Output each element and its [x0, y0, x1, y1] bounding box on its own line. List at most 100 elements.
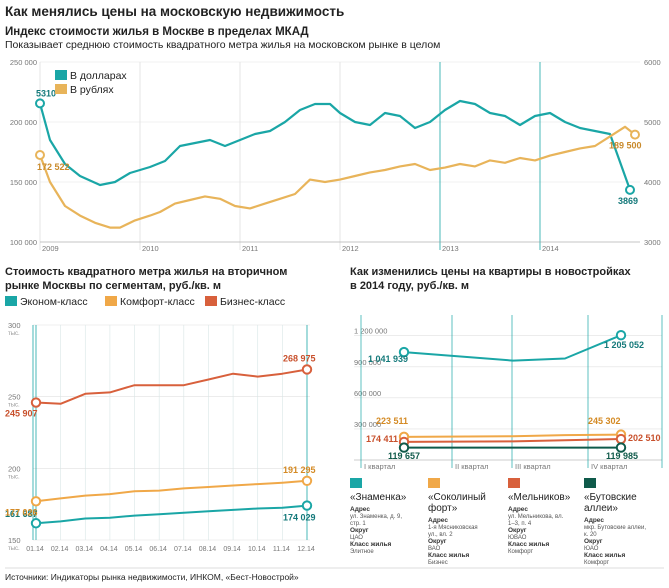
chart2-end-point-comfort — [301, 475, 313, 487]
building-detail-znamenka: Адрес — [350, 506, 370, 513]
building-name-butovo: аллеи» — [584, 503, 618, 514]
chart2-legend-label-comfort: Комфорт-класс — [120, 296, 195, 308]
chart1-right-tick: 4000 — [644, 178, 661, 187]
building-swatch-butovo — [584, 478, 596, 488]
chart1-start-label-rub: 172 522 — [37, 162, 70, 172]
chart2-start-point-comfort — [30, 496, 42, 507]
chart2-x-tick: 06.14 — [149, 546, 167, 553]
chart1-left-tick: 150 000 — [10, 178, 37, 187]
chart2-end-label-comfort: 191 295 — [283, 465, 316, 475]
chart2-start-label-comfort: 177 026 — [5, 507, 38, 517]
chart2-legend-label-business: Бизнес-класс — [220, 296, 285, 308]
chart2-x-tick: 10.14 — [248, 546, 266, 553]
chart1-end-point-usd — [625, 184, 635, 195]
chart1-left-tick: 200 000 — [10, 118, 37, 127]
chart3-value-label-melnikov: 202 510 — [628, 433, 661, 443]
chart2-x-tick: 05.14 — [125, 546, 143, 553]
chart2-x-tick: 09.14 — [223, 546, 241, 553]
building-detail-sokolniy: ул., вл. 2 — [428, 532, 453, 538]
building-detail-butovo: ЮАО — [584, 546, 599, 552]
chart2-title-line2: рынке Москвы по сегментам, руб./кв. м — [5, 280, 221, 292]
source-note: Источники: Индикаторы рынка недвижимости… — [5, 572, 299, 582]
chart3-x-tick: IV квартал — [591, 462, 627, 471]
chart2-x-tick: 02.14 — [51, 546, 69, 553]
chart1-x-tick: 2012 — [342, 244, 359, 253]
chart3-series-line-melnikov — [403, 438, 622, 443]
chart2-end-label-econom: 174 029 — [283, 513, 316, 523]
chart1-start-label-usd: 5310 — [36, 88, 56, 98]
chart-secondary-market: Стоимость квадратного метра жилья на вто… — [5, 266, 316, 553]
chart1-series-line-rub — [38, 125, 636, 229]
chart2-y-tick: 250 — [8, 393, 21, 402]
chart-new-buildings: Как изменились цены на квартиры в новост… — [350, 266, 663, 566]
chart2-x-tick: 07.14 — [174, 546, 192, 553]
legend-swatch-rub — [55, 84, 67, 94]
chart1-x-tick: 2009 — [42, 244, 59, 253]
chart1-right-tick: 3000 — [644, 238, 661, 247]
building-name-melnikov: «Мельников» — [508, 492, 571, 503]
chart3-value-label-butovo: 119 657 — [388, 451, 420, 461]
chart1-end-point-rub — [630, 129, 640, 140]
chart2-x-tick: 11.14 — [273, 546, 290, 553]
chart3-x-tick: II квартал — [455, 462, 489, 471]
building-name-znamenka: «Знаменка» — [350, 492, 407, 503]
chart2-legend-label-econom: Эконом-класс — [20, 296, 88, 308]
chart2-y-tick: 200 — [8, 464, 21, 473]
chart2-title-line1: Стоимость квадратного метра жилья на вто… — [5, 266, 287, 278]
building-detail-sokolniy: Бизнес — [428, 560, 448, 566]
chart3-value-label-melnikov: 174 411 — [366, 434, 398, 444]
chart2-x-tick: 08.14 — [199, 546, 217, 553]
chart2-series-line-econom — [35, 504, 308, 525]
chart3-y-tick: 1 200 000 — [354, 327, 387, 336]
legend-swatch-usd — [55, 70, 67, 80]
chart2-end-point-econom — [301, 500, 313, 511]
building-swatch-sokolniy — [428, 478, 440, 488]
page-title: Как менялись цены на московскую недвижим… — [5, 4, 344, 19]
building-detail-sokolniy: Округ — [428, 538, 447, 545]
chart2-y-unit: тыс. — [8, 546, 20, 552]
chart1-left-tick: 250 000 — [10, 58, 37, 67]
chart3-x-tick: III квартал — [515, 462, 551, 471]
building-detail-butovo: Адрес — [584, 517, 604, 524]
chart2-legend-swatch-econom — [5, 296, 17, 306]
building-swatch-znamenka — [350, 478, 362, 488]
chart3-y-tick: 900 000 — [354, 358, 381, 367]
chart2-end-label-business: 268 975 — [283, 353, 316, 363]
chart3-title-line2: в 2014 году, руб./кв. м — [350, 280, 469, 292]
chart2-legend-swatch-business — [205, 296, 217, 306]
building-detail-sokolniy: 1-я Мясниковская — [428, 525, 478, 531]
chart2-series-line-comfort — [35, 479, 308, 503]
chart3-title-line1: Как изменились цены на квартиры в новост… — [350, 266, 631, 278]
chart2-y-unit: тыс. — [8, 474, 20, 480]
building-detail-butovo: Округ — [584, 538, 603, 545]
building-detail-znamenka: Класс жилья — [350, 541, 391, 548]
building-detail-znamenka: ЦАО — [350, 535, 363, 541]
chart2-legend-swatch-comfort — [105, 296, 117, 306]
chart1-x-tick: 2011 — [242, 244, 258, 253]
chart3-end-point-melnikov — [615, 433, 627, 445]
chart2-series-line-business — [35, 368, 308, 405]
building-detail-znamenka: стр. 1 — [350, 521, 366, 527]
building-detail-melnikov: Адрес — [508, 506, 528, 513]
building-swatch-melnikov — [508, 478, 520, 488]
chart2-start-label-business: 245 907 — [5, 409, 38, 419]
chart1-series-line-usd — [38, 99, 632, 191]
building-detail-butovo: к. 20 — [584, 532, 597, 538]
chart1-end-label-usd: 3869 — [618, 196, 638, 206]
building-detail-znamenka: ул. Знаменка, д. 9, — [350, 514, 402, 520]
building-detail-melnikov: ЮВАО — [508, 535, 527, 541]
building-detail-znamenka: Округ — [350, 527, 369, 534]
chart2-x-tick: 12.14 — [297, 546, 315, 553]
chart1-title: Индекс стоимости жилья в Москве в предел… — [5, 26, 309, 38]
building-detail-znamenka: Элитное — [350, 549, 374, 555]
chart2-y-unit: тыс. — [8, 403, 20, 409]
chart2-start-label-econom: 161 687 — [5, 509, 38, 519]
chart2-end-point-business — [301, 364, 313, 375]
chart3-value-label-butovo: 119 985 — [606, 451, 638, 461]
chart1-left-tick: 100 000 — [10, 238, 37, 247]
chart2-start-point-econom — [30, 518, 42, 529]
chart3-x-tick: I квартал — [364, 462, 395, 471]
chart-index-moscow: Индекс стоимости жилья в Москве в предел… — [5, 26, 661, 253]
building-detail-butovo: мкр. Бутовские аллеи, — [584, 525, 646, 531]
